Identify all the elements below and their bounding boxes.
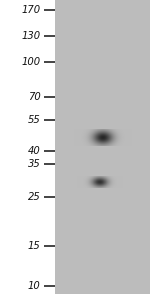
Text: 40: 40: [28, 146, 40, 156]
Text: 25: 25: [28, 192, 40, 202]
Bar: [55, 0, 150, 294]
Text: 35: 35: [28, 159, 40, 169]
Text: 10: 10: [28, 281, 40, 291]
Text: 130: 130: [21, 31, 40, 41]
Text: 15: 15: [28, 241, 40, 251]
Text: 55: 55: [28, 115, 40, 125]
Text: 170: 170: [21, 5, 40, 15]
Text: 70: 70: [28, 91, 40, 101]
Text: 100: 100: [21, 57, 40, 67]
